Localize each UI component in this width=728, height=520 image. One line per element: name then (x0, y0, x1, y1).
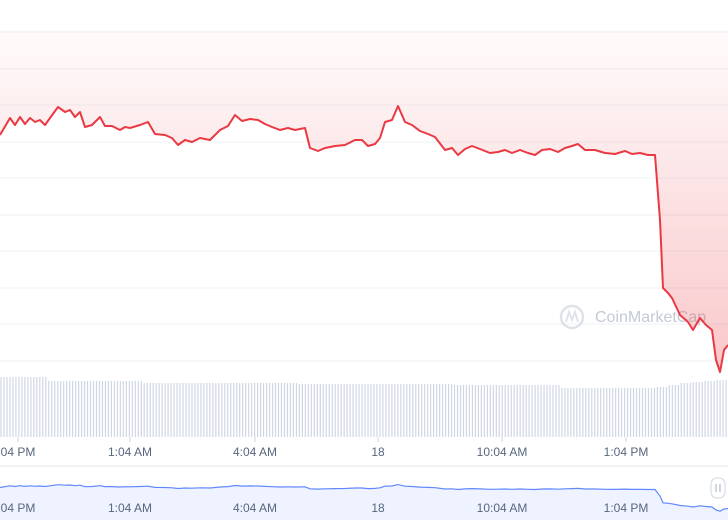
x-tick-label: 10:04 AM (477, 445, 528, 459)
navigator-area (0, 484, 728, 520)
x-tick-label: 1:04 PM (604, 445, 649, 459)
navigator-tick-label: 4:04 AM (233, 501, 277, 515)
navigator-line (0, 483, 728, 512)
price-area (0, 30, 728, 372)
navigator-tick-label: 04 PM (1, 501, 36, 515)
x-tick-label: 18 (371, 445, 385, 459)
x-tick-label: 4:04 AM (233, 445, 277, 459)
navigator-tick-label: 10:04 AM (477, 501, 528, 515)
price-line (0, 105, 728, 373)
x-tick-label: 1:04 AM (108, 445, 152, 459)
navigator-tick-label: 1:04 AM (108, 501, 152, 515)
navigator-tick-label: 18 (371, 501, 385, 515)
navigator-handle (710, 477, 726, 499)
watermark-logo (559, 304, 585, 330)
navigator-tick-label: 1:04 PM (604, 501, 649, 515)
x-tick-label: 04 PM (1, 445, 36, 459)
